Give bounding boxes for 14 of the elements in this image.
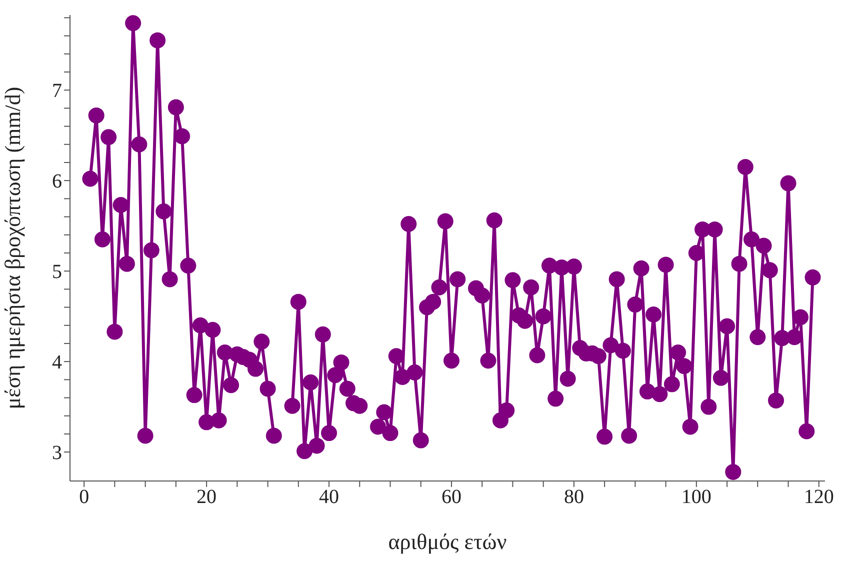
y-tick-label: 6 [52,170,62,193]
x-axis-title: αριθμός ετών [388,529,507,554]
y-axis-title: μέση ημερήσια βροχόπτωση (mm/d) [0,86,25,410]
y-tick-label: 4 [52,352,62,374]
x-tick-label: 20 [196,486,217,508]
x-tick-label: 80 [564,486,584,508]
y-tick-label: 7 [52,80,62,102]
y-tick-label: 3 [52,442,62,464]
x-tick-label: 40 [319,486,340,508]
y-tick-label: 5 [52,261,62,284]
x-tick-label: 120 [804,486,834,508]
x-tick-label: 0 [79,486,90,508]
x-tick-label: 100 [681,486,712,508]
x-tick-label: 60 [441,486,462,508]
